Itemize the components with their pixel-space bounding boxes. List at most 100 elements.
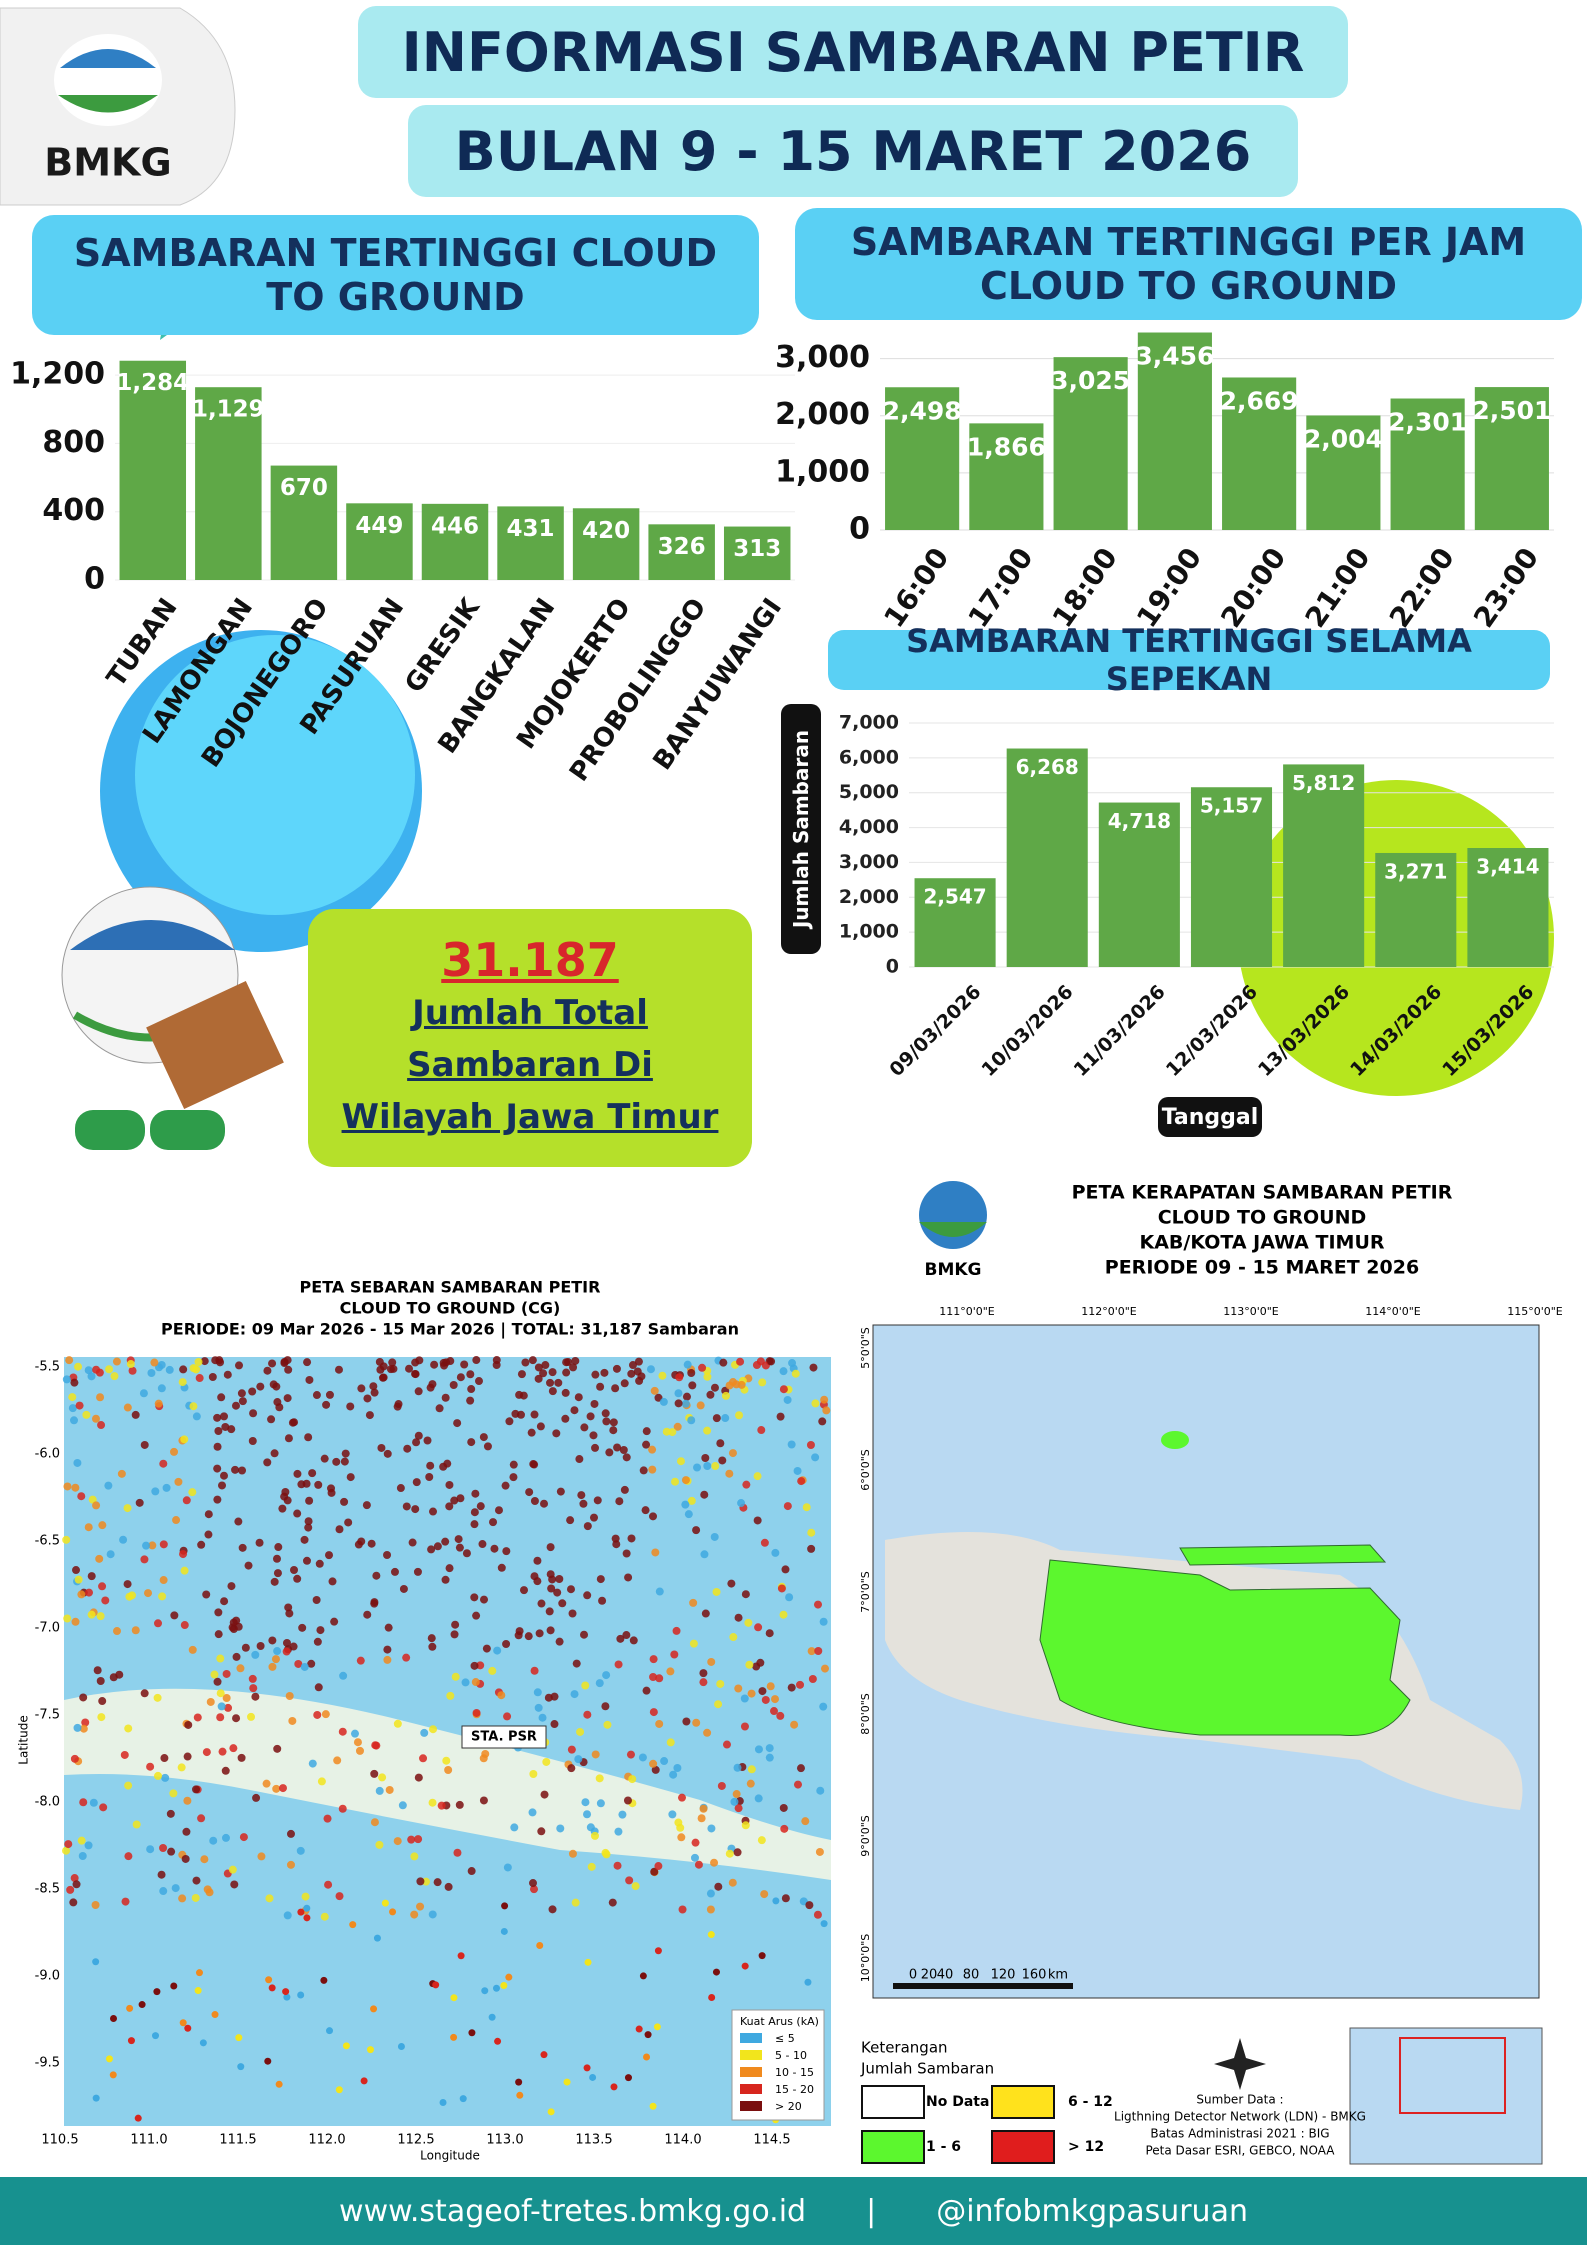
strike-dot <box>81 1718 90 1727</box>
strike-dot <box>178 1378 187 1387</box>
strike-dot <box>581 1681 590 1690</box>
strike-dot <box>722 1740 731 1749</box>
strike-dot <box>816 1786 825 1795</box>
strike-dot <box>79 1693 88 1702</box>
strike-dot <box>666 1667 675 1676</box>
strike-dot <box>97 1713 106 1722</box>
strike-dot <box>286 1860 295 1869</box>
strike-dot <box>263 1458 272 1467</box>
strike-dot <box>247 1712 256 1721</box>
strike-dot <box>214 1608 223 1617</box>
strike-dot <box>220 1597 229 1606</box>
strike-dot <box>327 1484 336 1493</box>
value-label: 449 <box>355 513 403 539</box>
strike-dot <box>819 1702 828 1711</box>
strike-dot <box>501 1902 509 1910</box>
strike-dot <box>492 1356 501 1365</box>
strike-dot <box>353 1738 362 1747</box>
strike-dot <box>451 1620 460 1629</box>
strike-dot <box>213 1464 222 1473</box>
strike-dot <box>758 1687 767 1696</box>
strike-dot <box>388 1358 397 1367</box>
strike-dot <box>591 1443 600 1452</box>
title-line: INFORMASI SAMBARAN PETIR <box>358 6 1348 98</box>
lon-tick: 113°0'0"E <box>1223 1305 1279 1318</box>
strike-dot <box>589 2073 597 2081</box>
strike-dot <box>516 2091 524 2099</box>
strike-dot <box>251 1692 260 1701</box>
strike-dot <box>490 1544 499 1553</box>
strike-dot <box>304 1517 313 1526</box>
strike-dot <box>159 1540 168 1549</box>
strike-dot <box>188 1645 197 1654</box>
strike-dot <box>214 1630 223 1639</box>
strike-dot <box>765 1744 774 1753</box>
strike-dot <box>221 1833 230 1842</box>
strike-dot <box>568 1849 577 1858</box>
x-axis-label: Tanggal <box>1158 1097 1262 1137</box>
strike-dot <box>307 1659 316 1668</box>
lon-tick: 114.0 <box>664 2133 701 2148</box>
strike-dot <box>110 1372 119 1381</box>
value-label: 6,268 <box>1016 755 1079 779</box>
strike-dot <box>248 1436 257 1445</box>
strike-dot <box>589 1513 598 1522</box>
map-right-inset <box>1349 2027 1543 2165</box>
strike-dot <box>648 1445 657 1454</box>
strike-dot <box>414 1431 423 1440</box>
strike-dot <box>510 1823 519 1832</box>
strike-dot <box>480 1595 489 1604</box>
scale-bar <box>893 1983 1073 1989</box>
strike-dot <box>733 1763 742 1772</box>
strike-dot <box>397 2043 405 2051</box>
strike-dot <box>272 1784 281 1793</box>
strike-dot <box>466 1396 475 1405</box>
strike-dot <box>528 1808 537 1817</box>
scale-label: 160 <box>1022 1968 1047 1983</box>
strike-dot <box>314 1480 323 1489</box>
strike-dot <box>561 1388 570 1397</box>
strike-dot <box>433 1878 442 1887</box>
strike-dot <box>765 1629 774 1638</box>
strike-dot <box>547 1584 556 1593</box>
strike-dot <box>128 1366 137 1375</box>
strike-dot <box>744 1618 753 1627</box>
strike-dot <box>675 1373 684 1382</box>
strike-dot <box>637 1372 646 1381</box>
strike-dot <box>673 1763 682 1772</box>
strike-dot <box>74 1575 83 1584</box>
strike-dot <box>293 1469 302 1478</box>
strike-dot <box>126 2004 134 2012</box>
strike-dot <box>540 2051 548 2059</box>
strike-dot <box>707 1824 716 1833</box>
strike-dot <box>528 1356 537 1365</box>
strike-dot <box>142 1541 151 1550</box>
bar <box>421 503 489 580</box>
logo-blue <box>60 49 156 68</box>
strike-dot <box>172 1516 181 1525</box>
strike-dot <box>757 1836 766 1845</box>
strike-dot <box>313 1710 322 1719</box>
scale-label: 80 <box>963 1968 980 1983</box>
strike-dot <box>605 1448 614 1457</box>
strike-dot <box>439 2098 447 2106</box>
x-tick-label: 18:00 <box>1046 542 1124 634</box>
strike-dot <box>375 1840 384 1849</box>
strike-dot <box>216 1713 225 1722</box>
strike-dot <box>669 1770 678 1779</box>
strike-dot <box>497 1691 506 1700</box>
strike-dot <box>396 1484 405 1493</box>
strike-dot <box>583 2064 591 2072</box>
strike-dot <box>166 1809 175 1818</box>
strike-dot <box>79 1724 88 1733</box>
strike-dot <box>579 1499 588 1508</box>
strike-dot <box>308 1469 317 1478</box>
strike-dot <box>320 1454 329 1463</box>
y-tick-label: 0 <box>84 562 105 597</box>
strike-dot <box>159 1576 168 1585</box>
strike-dot <box>140 1440 149 1449</box>
strike-dot <box>796 1764 805 1773</box>
strike-dot <box>264 2057 272 2065</box>
strike-dot <box>383 1449 392 1458</box>
strike-dot <box>809 1363 818 1372</box>
